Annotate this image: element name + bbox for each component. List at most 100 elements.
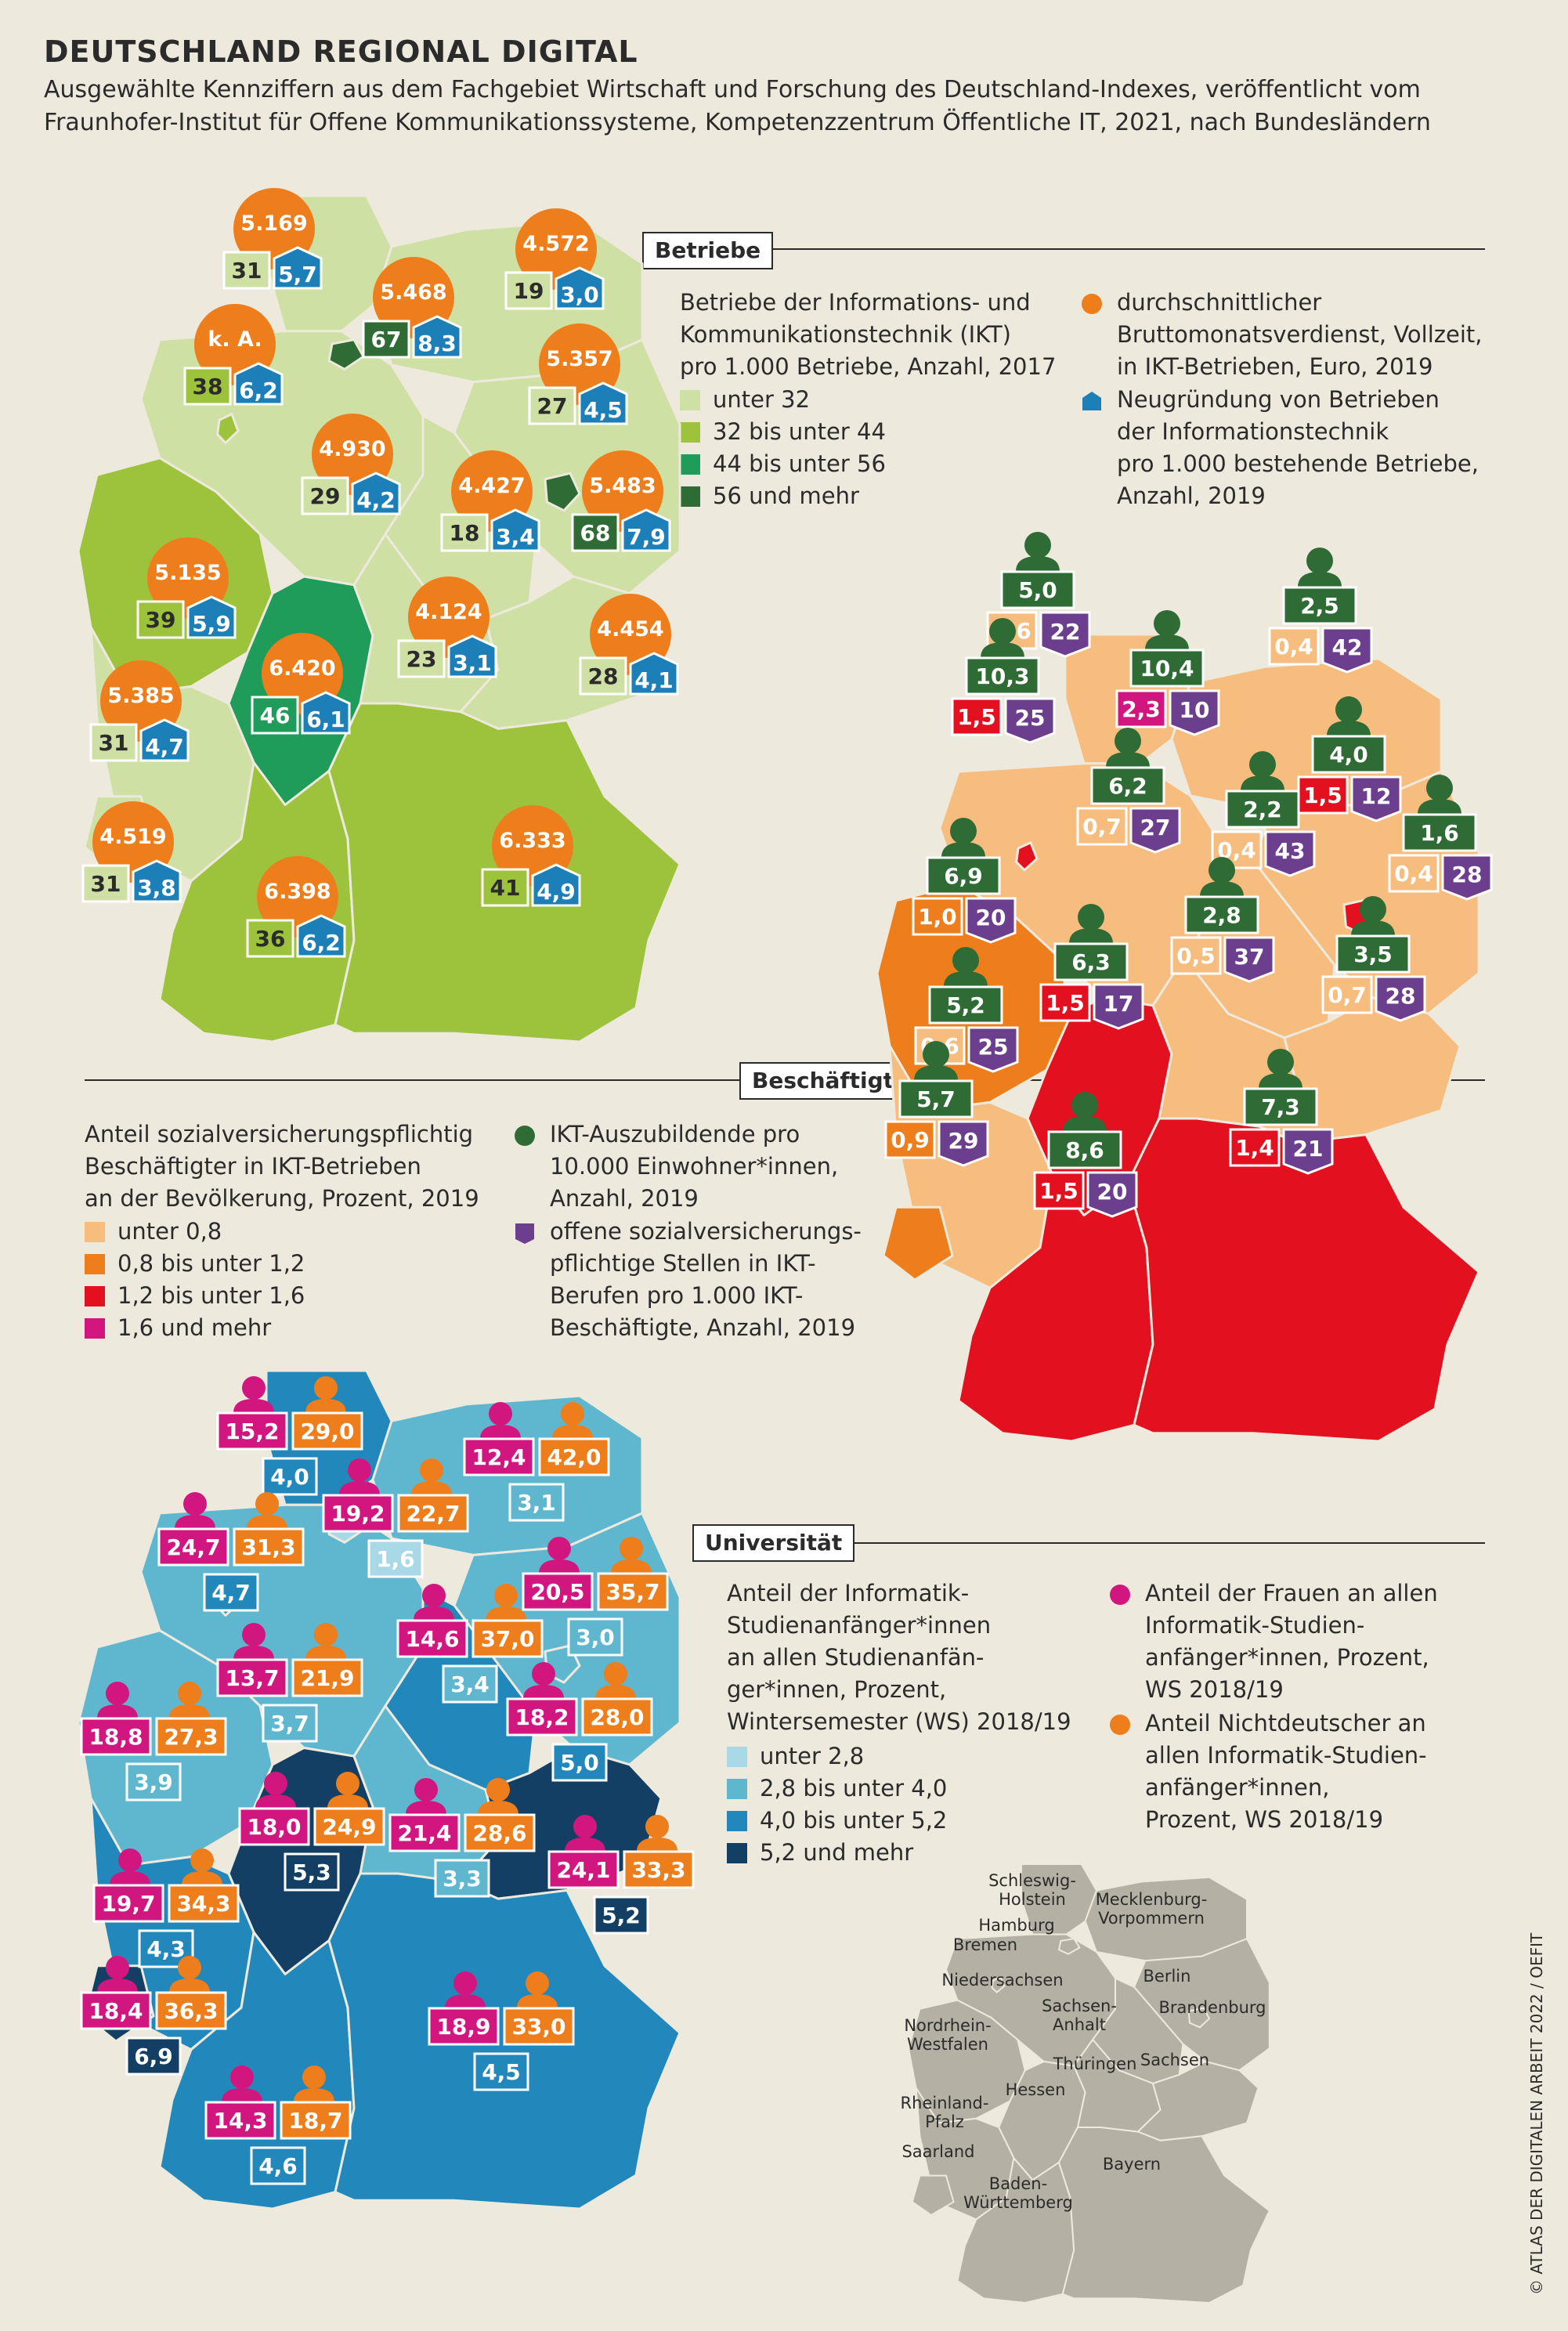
beschaeftigte-azubi-label: 10,3	[975, 663, 1029, 689]
universitaet-legend-swatch	[727, 1810, 747, 1831]
women-person-head-icon	[422, 1584, 446, 1607]
jobs-flag-icon	[1282, 1128, 1334, 1175]
betriebe-ikt-label-box	[362, 320, 410, 359]
beschaeftigte-anteil-label-box	[1076, 807, 1128, 846]
betriebe-region-bremen	[216, 413, 240, 444]
universitaet-frauen-label-box	[322, 1494, 394, 1533]
universitaet-marker-hamburg: 19,2 22,7 1,6	[322, 1458, 469, 1578]
founding-house-icon	[186, 595, 237, 639]
betriebe-salary-label: 6.333	[499, 829, 565, 853]
universitaet-nichtdeutsch-label: 21,9	[300, 1665, 354, 1691]
orientation-region-saarland	[911, 2174, 955, 2217]
beschaeftigte-stellen-label: 37	[1234, 944, 1265, 970]
betriebe-ikt-label-box	[481, 868, 529, 907]
betriebe-marker-mecklenburg-vorpommern: 4.572 19 3,0	[504, 208, 605, 310]
jobs-flag-icon	[1350, 775, 1402, 822]
universitaet-frauen-label: 18,0	[247, 1814, 301, 1840]
universitaet-divider	[692, 1542, 1485, 1544]
foreign-person-body-icon	[327, 1794, 368, 1809]
beschaeftigte-marker-sachsen: 3,5 0,7 28	[1321, 896, 1426, 1022]
foreign-person-head-icon	[314, 1623, 338, 1646]
betriebe-founding-label: 5,9	[192, 611, 231, 637]
person-head-icon	[1078, 904, 1104, 931]
betriebe-legend-class-0: unter 32	[680, 384, 886, 416]
orientation-label-hamburg: Hamburg	[978, 1916, 1054, 1935]
founding-house-icon	[447, 634, 497, 678]
founding-house-icon	[578, 381, 628, 425]
foreign-person-body-icon	[411, 1481, 452, 1495]
beschaeftigte-azubi-label: 10,4	[1140, 656, 1194, 681]
betriebe-ikt-label-box	[579, 656, 627, 696]
betriebe-ikt-label-box	[251, 696, 299, 735]
beschaeftigte-anteil-label: 0,7	[1082, 814, 1122, 840]
person-head-icon	[989, 618, 1016, 645]
universitaet-legend-class-0: unter 2,8	[727, 1740, 947, 1773]
universitaet-anteil-label: 3,9	[134, 1769, 173, 1795]
betriebe-marker-berlin: 5.483 68 7,9	[571, 450, 671, 552]
person-head-icon	[1115, 728, 1141, 754]
universitaet-legend-class-2: 4,0 bis unter 5,2	[727, 1805, 947, 1837]
universitaet-marker-niedersachsen: 13,7 21,9 3,7	[216, 1623, 363, 1743]
universitaet-marker-berlin: 20,5 35,7 3,0	[522, 1537, 669, 1657]
universitaet-nichtdeutsch-label: 34,3	[176, 1891, 230, 1917]
universitaet-anteil-label-box	[262, 1457, 318, 1496]
beschaeftigte-azubi-label-box	[1090, 766, 1165, 805]
orientation-map: Schleswig-Holstein Mecklenburg-Vorpommern…	[901, 1863, 1271, 2304]
betriebe-ikt-label: 29	[310, 483, 341, 509]
women-person-body-icon	[406, 1801, 446, 1815]
betriebe-divider	[642, 248, 1485, 250]
beschaeftigte-legend-swatch	[85, 1285, 105, 1306]
person-body-icon	[1241, 775, 1284, 791]
salary-marker-icon	[1082, 294, 1102, 314]
founding-house-icon	[412, 315, 462, 359]
beschaeftigte-azubi-label: 3,5	[1353, 941, 1393, 967]
universitaet-frauen-label-box	[157, 1527, 229, 1567]
universitaet-frauen-label: 18,4	[89, 1998, 143, 2024]
betriebe-legend-class-label: 32 bis unter 44	[713, 418, 886, 445]
women-person-head-icon	[489, 1402, 512, 1426]
foreign-person-head-icon	[420, 1458, 443, 1482]
betriebe-marker-baden-wuerttemberg: 6.398 36 6,2	[246, 856, 346, 958]
betriebe-legend-swatch	[680, 389, 700, 410]
foreign-person-head-icon	[178, 1956, 201, 1979]
universitaet-legend-class-label: 4,0 bis unter 5,2	[760, 1807, 948, 1834]
beschaeftigte-azubi-label-box	[1335, 934, 1411, 974]
beschaeftigte-marker-sachsen-anhalt: 2,20,4 43	[1211, 751, 1316, 877]
universitaet-frauen-label: 20,5	[530, 1579, 584, 1605]
orientation-label-mecklenburg-vorpommern: Mecklenburg-Vorpommern	[1096, 1890, 1208, 1928]
betriebe-founding-label: 8,3	[417, 331, 457, 356]
beschaeftigte-heading: Beschäftigte	[739, 1062, 922, 1100]
betriebe-marker-sachsen: 4.454 28 4,1	[579, 594, 679, 696]
foreign-person-head-icon	[255, 1492, 279, 1516]
jobs-flag-icon	[1086, 1171, 1138, 1218]
betriebe-founding-label: 4,7	[145, 734, 184, 760]
universitaet-marker-bremen: 24,7 31,3 4,7	[157, 1492, 305, 1612]
founding-house-icon	[621, 508, 671, 552]
universitaet-nichtdeutsch-label-box	[291, 1658, 363, 1697]
founding-house-icon	[351, 472, 401, 515]
universitaet-frauen-label-box	[204, 2101, 276, 2140]
beschaeftigte-anteil-label-box	[1170, 936, 1222, 975]
beschaeftigte-legend-class-0: unter 0,8	[85, 1216, 305, 1248]
person-head-icon	[1249, 751, 1276, 778]
beschaeftigte-legend-classes: unter 0,8 0,8 bis unter 1,2 1,2 bis unter …	[85, 1216, 305, 1344]
beschaeftigte-stellen-label: 42	[1332, 634, 1363, 660]
founding-house-icon	[139, 718, 190, 762]
universitaet-frauen-label: 15,2	[225, 1418, 279, 1444]
beschaeftigte-legend-class-3: 1,6 und mehr	[85, 1312, 305, 1344]
beschaeftigte-azubi-label-box	[1225, 790, 1300, 829]
betriebe-salary-label: k. A.	[208, 327, 262, 352]
universitaet-frauen-label: 18,2	[515, 1704, 569, 1730]
foreign-person-body-icon	[182, 1871, 222, 1885]
universitaet-anteil-label-box	[203, 1573, 259, 1612]
universitaet-marker-bayern: 18,9 33,0 4,5	[428, 1971, 575, 2091]
universitaet-anteil-label: 4,3	[146, 1936, 186, 1962]
jobs-flag-icon	[1223, 936, 1275, 983]
beschaeftigte-anteil-label: 0,4	[1274, 634, 1313, 660]
universitaet-legend-class-label: unter 2,8	[760, 1743, 865, 1769]
beschaeftigte-anteil-label: 1,5	[1303, 782, 1342, 808]
beschaeftigte-azubi-label: 1,6	[1420, 820, 1459, 846]
betriebe-marker-nordrhein-westfalen: 5.135 39 5,9	[136, 537, 237, 639]
beschaeftigte-anteil-label-box	[951, 697, 1003, 736]
universitaet-anteil-label: 4,7	[211, 1580, 251, 1606]
